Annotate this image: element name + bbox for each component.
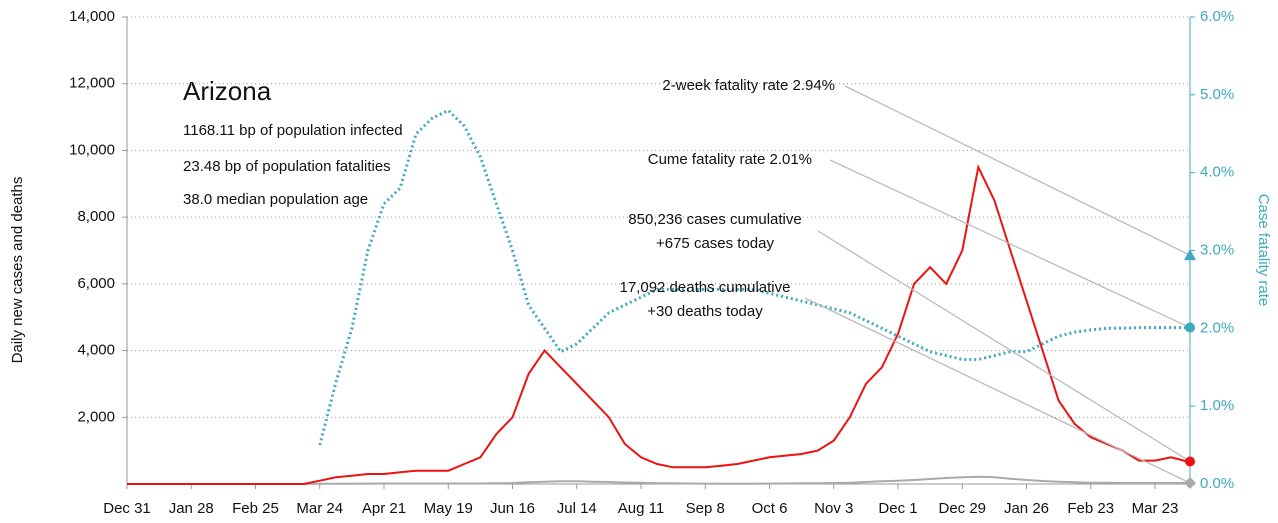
- x-tick-label: Oct 6: [752, 500, 788, 517]
- annotation: 2-week fatality rate 2.94%: [662, 77, 835, 94]
- x-tick-label: Jan 26: [1004, 500, 1049, 517]
- y-tick-label: 14,000: [69, 8, 115, 25]
- x-tick-label: May 19: [424, 500, 473, 517]
- x-tick-label: Mar 23: [1132, 500, 1179, 517]
- y2-tick-label: 5.0%: [1200, 86, 1234, 103]
- y2-tick-label: 6.0%: [1200, 8, 1234, 25]
- annotation: 850,236 cases cumulative: [628, 211, 801, 228]
- line-series: [318, 108, 1188, 446]
- y-tick-label: 12,000: [69, 75, 115, 92]
- y2-tick-label: 2.0%: [1200, 319, 1234, 336]
- annotation: 17,092 deaths cumulative: [620, 279, 791, 296]
- end-marker: [1184, 249, 1196, 261]
- x-tick-label: Nov 3: [814, 500, 853, 517]
- end-marker: [1184, 476, 1196, 489]
- y2-tick-label: 4.0%: [1200, 164, 1234, 181]
- y-tick-label: 8,000: [77, 208, 115, 225]
- x-tick-label: Sep 8: [686, 500, 725, 517]
- x-tick-label: Mar 24: [296, 500, 343, 517]
- x-tick-label: Aug 11: [618, 500, 664, 517]
- info-line: 38.0 median population age: [183, 191, 368, 208]
- y-axis-label: Daily new cases and deaths: [9, 177, 26, 364]
- leader-line: [804, 297, 1191, 484]
- y2-tick-label: 0.0%: [1200, 475, 1234, 492]
- annotation: +30 deaths today: [647, 303, 763, 320]
- end-marker: [1185, 456, 1195, 467]
- info-line: 1168.11 bp of population infected: [183, 122, 403, 139]
- x-tick-label: Dec 31: [103, 500, 151, 517]
- x-tick-label: Dec 29: [938, 500, 986, 517]
- annotation: +675 cases today: [656, 235, 775, 252]
- annotation: Cume fatality rate 2.01%: [648, 151, 812, 168]
- y-tick-label: 10,000: [69, 141, 115, 158]
- line-series: [127, 163, 1188, 485]
- leader-line: [844, 85, 1191, 256]
- end-marker: [1185, 322, 1195, 333]
- chart-title: Arizona: [183, 76, 272, 106]
- y-tick-label: 6,000: [77, 275, 115, 292]
- x-tick-label: Jun 16: [490, 500, 535, 517]
- x-tick-label: Jul 14: [557, 500, 597, 517]
- leader-line: [829, 159, 1191, 329]
- y2-axis-label: Case fatality rate: [1255, 194, 1272, 307]
- y-tick-label: 2,000: [77, 408, 115, 425]
- y2-tick-label: 1.0%: [1200, 397, 1234, 414]
- y2-tick-label: 3.0%: [1200, 241, 1234, 258]
- line-series: [127, 475, 1188, 485]
- x-tick-label: Dec 1: [878, 500, 917, 517]
- y-tick-label: 4,000: [77, 342, 115, 359]
- x-tick-label: Feb 25: [232, 500, 279, 517]
- leader-line: [817, 230, 1191, 463]
- info-line: 23.48 bp of population fatalities: [183, 158, 391, 175]
- x-tick-label: Feb 23: [1067, 500, 1114, 517]
- x-tick-label: Apr 21: [362, 500, 406, 517]
- x-tick-label: Jan 28: [169, 500, 214, 517]
